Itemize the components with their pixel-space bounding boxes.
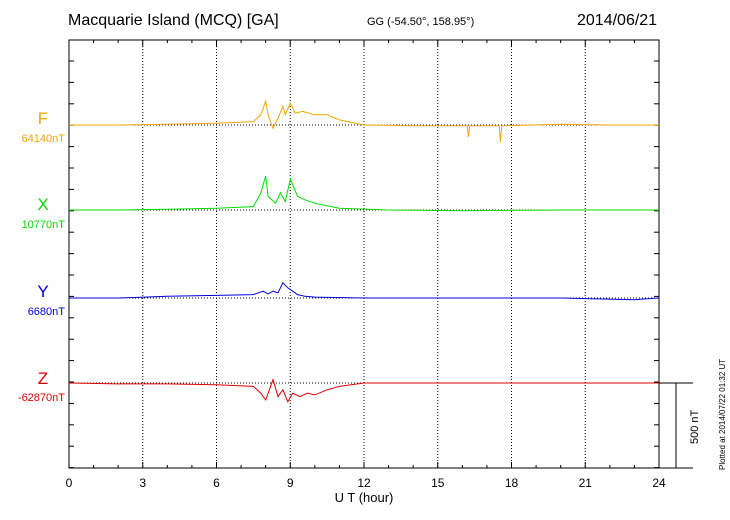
series-baseline-x: 10770nT [22, 219, 66, 231]
date-label: 2014/06/21 [577, 12, 658, 29]
series-baseline-f: 64140nT [22, 133, 66, 145]
x-tick-label: 15 [431, 476, 445, 490]
series-baseline-y: 6680nT [28, 306, 66, 318]
series-label-f: F [38, 109, 48, 128]
trace-f [69, 99, 659, 143]
x-tick-label: 3 [139, 476, 146, 490]
x-tick-label: 0 [66, 476, 73, 490]
station-title: Macquarie Island (MCQ) [GA] [68, 12, 279, 29]
x-tick-label: 6 [213, 476, 220, 490]
x-tick-label: 18 [505, 476, 519, 490]
x-tick-label: 24 [652, 476, 666, 490]
series-label-z: Z [38, 369, 48, 388]
trace-z [68, 377, 659, 403]
series-label-y: Y [37, 282, 48, 301]
x-tick-label: 9 [287, 476, 294, 490]
trace-y [69, 281, 660, 301]
x-tick-label: 21 [579, 476, 593, 490]
x-tick-label: 12 [357, 476, 371, 490]
scale-bar-label: 500 nT [689, 409, 701, 444]
x-axis-label: U T (hour) [335, 490, 394, 505]
coordinates: GG (-54.50°, 158.95°) [367, 16, 475, 28]
series-baseline-z: -62870nT [18, 392, 65, 404]
plotted-timestamp: Plotted at 2014/07/22 01:32 UT [718, 358, 727, 470]
series-label-x: X [37, 195, 48, 214]
trace-x [69, 175, 659, 212]
